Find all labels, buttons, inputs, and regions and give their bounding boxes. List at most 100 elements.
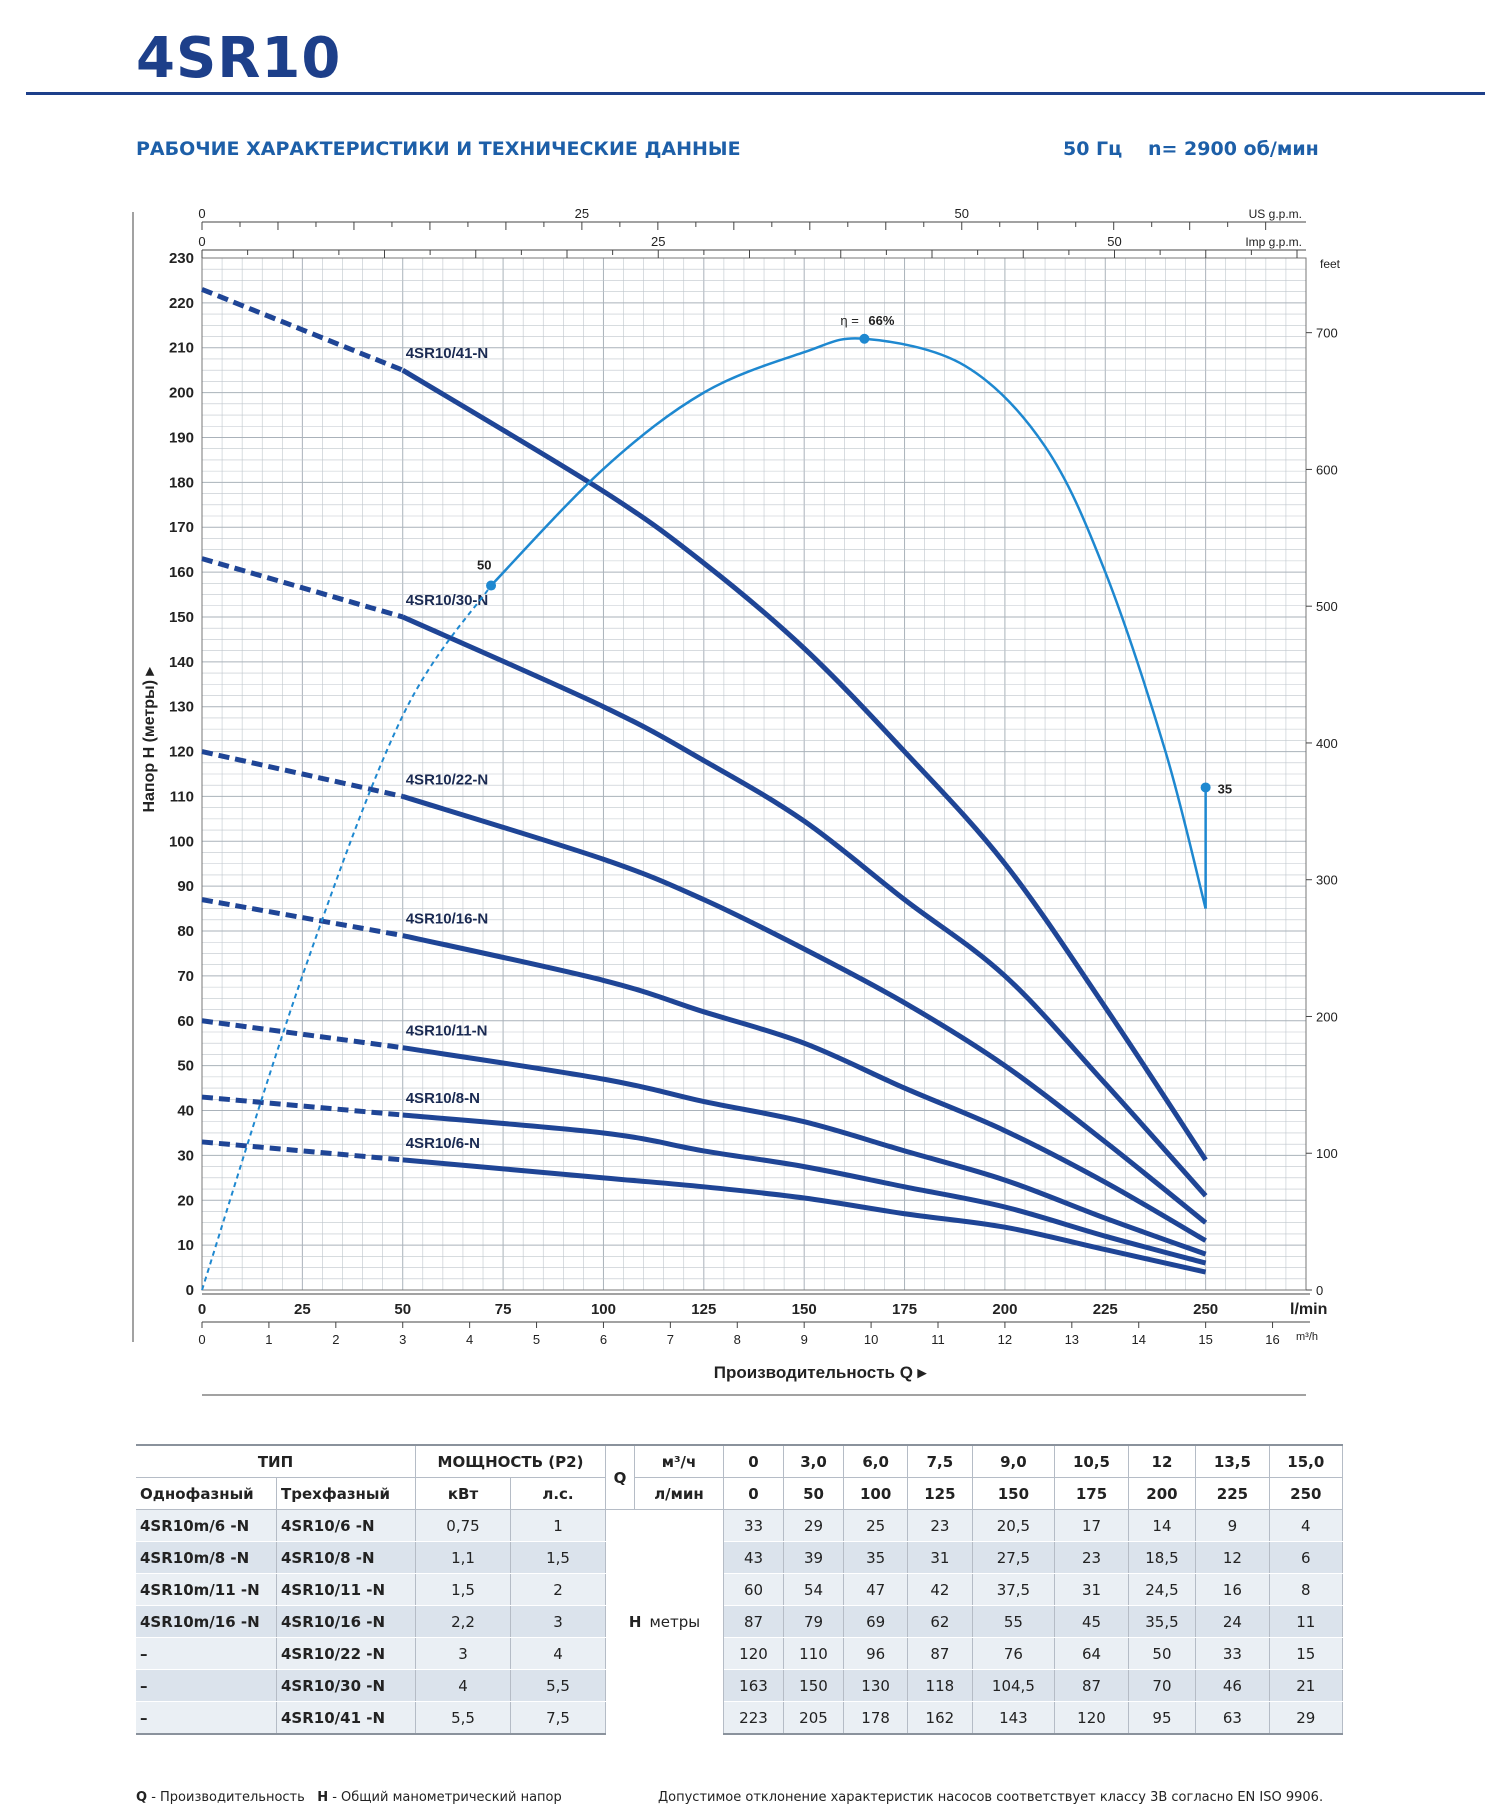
table-row: 4SR10m/11 -N 4SR10/11 -N 1,5 2 60 54 47 42 37,5 3… — [136, 1573, 1344, 1606]
q-m3h-cell: 15,0 — [1269, 1444, 1344, 1478]
q-m3h-cell: 9,0 — [972, 1444, 1056, 1478]
series-line — [402, 1045, 1207, 1257]
m3h-tick-label: 16 — [1265, 1332, 1279, 1347]
head-value: 54 — [783, 1573, 844, 1606]
q-lmin-cell: 200 — [1128, 1477, 1197, 1510]
efficiency-marker — [1200, 782, 1211, 793]
x-axis-label: Производительность Q ▸ — [714, 1363, 928, 1382]
y-tick-label: 0 — [186, 1282, 194, 1299]
q-lmin-cell: 100 — [843, 1477, 909, 1510]
power-kw: 1,5 — [415, 1573, 511, 1606]
x-tick-label: 175 — [892, 1301, 917, 1318]
q-header: Q — [605, 1444, 635, 1510]
x-tick-label: 225 — [1093, 1301, 1118, 1318]
y-tick-label: 10 — [177, 1237, 194, 1254]
footer-q-key: Q — [136, 1790, 148, 1805]
y-tick-label: 20 — [177, 1192, 194, 1209]
feet-tick-label: 300 — [1316, 873, 1338, 888]
y-tick-label: 130 — [169, 699, 194, 716]
single-phase-model: – — [136, 1669, 277, 1702]
m3h-tick-label: 13 — [1065, 1332, 1079, 1347]
head-value: 69 — [843, 1605, 909, 1638]
efficiency-eta-label: η = — [840, 313, 858, 328]
y-tick-label: 70 — [177, 968, 194, 985]
x-tick-label: 25 — [294, 1301, 311, 1318]
series-line — [401, 368, 1208, 1162]
efficiency-line — [490, 337, 1207, 909]
head-value: 76 — [972, 1637, 1056, 1670]
us-gpm-tick-label: 50 — [955, 206, 969, 221]
series-line — [402, 1157, 1207, 1275]
table-row: –4SR10/41 -N 5,5 7,5 223 205 178 162 143 120 95 63… — [136, 1701, 1344, 1735]
head-value: 16 — [1195, 1573, 1270, 1606]
head-value: 70 — [1128, 1669, 1197, 1702]
q-m3h-cell: 13,5 — [1195, 1444, 1270, 1478]
series-label: 4SR10/41-N — [406, 345, 489, 362]
imp-gpm-tick-label: 25 — [651, 234, 665, 249]
m3h-tick-label: 3 — [399, 1332, 406, 1347]
single-phase-model: – — [136, 1637, 277, 1670]
head-value: 162 — [907, 1701, 973, 1735]
head-value: 120 — [1054, 1701, 1129, 1735]
y-tick-label: 150 — [169, 609, 194, 626]
table-row: 4SR10m/16 -N 4SR10/16 -N 2,2 3 87 79 69 62 55 45 3… — [136, 1605, 1344, 1638]
performance-chart: 0102030405060708090100110120130140150160… — [132, 206, 1341, 1396]
q-m3h-cell: 0 — [723, 1444, 784, 1478]
head-value: 205 — [783, 1701, 844, 1735]
head-value: 79 — [783, 1605, 844, 1638]
y-tick-label: 110 — [170, 788, 194, 805]
head-value: 20,5 — [972, 1509, 1056, 1542]
head-value: 18,5 — [1128, 1541, 1197, 1574]
m3h-tick-label: 2 — [332, 1332, 339, 1347]
power-hp: 5,5 — [510, 1669, 606, 1702]
head-value: 4 — [1269, 1509, 1344, 1542]
power-header: МОЩНОСТЬ (P2) — [415, 1444, 606, 1478]
m3h-tick-label: 14 — [1131, 1332, 1145, 1347]
head-value: 42 — [907, 1573, 973, 1606]
series-dashed-segment — [201, 749, 404, 799]
head-value: 37,5 — [972, 1573, 1056, 1606]
efficiency-max-label: 66% — [868, 313, 894, 328]
head-value: 35,5 — [1128, 1605, 1197, 1638]
series-label: 4SR10/6-N — [406, 1135, 480, 1152]
single-phase-model: 4SR10m/16 -N — [136, 1605, 277, 1638]
q-lmin-cell: 150 — [972, 1477, 1056, 1510]
m3h-tick-label: 5 — [533, 1332, 540, 1347]
y-tick-label: 170 — [169, 519, 194, 536]
three-phase-header: Трехфазный — [276, 1477, 416, 1510]
head-value: 39 — [783, 1541, 844, 1574]
q-lmin-cell: 250 — [1269, 1477, 1344, 1510]
lmin-unit: л/мин — [634, 1477, 724, 1510]
head-value: 43 — [723, 1541, 784, 1574]
head-value: 47 — [843, 1573, 909, 1606]
single-phase-model: – — [136, 1701, 277, 1735]
head-value: 143 — [972, 1701, 1056, 1735]
feet-tick-label: 200 — [1316, 1009, 1338, 1024]
head-value: 45 — [1054, 1605, 1129, 1638]
feet-tick-label: 0 — [1316, 1283, 1323, 1298]
type-header: ТИП — [136, 1444, 416, 1478]
feet-tick-label: 400 — [1316, 736, 1338, 751]
q-lmin-cell: 50 — [783, 1477, 844, 1510]
x-tick-label: 75 — [495, 1301, 512, 1318]
kw-header: кВт — [415, 1477, 511, 1510]
head-value: 31 — [1054, 1573, 1129, 1606]
series-dashed-segment — [201, 897, 404, 938]
feet-tick-label: 700 — [1316, 326, 1338, 341]
head-value: 6 — [1269, 1541, 1344, 1574]
m3h-tick-label: 1 — [265, 1332, 272, 1347]
footer-h-key: H — [317, 1790, 329, 1805]
m3h-tick-label: 4 — [466, 1332, 473, 1347]
m3h-tick-label: 8 — [734, 1332, 741, 1347]
y-tick-label: 90 — [177, 878, 194, 895]
head-value: 8 — [1269, 1573, 1344, 1606]
head-value: 87 — [907, 1637, 973, 1670]
head-value: 29 — [1269, 1701, 1344, 1735]
y-tick-label: 40 — [177, 1103, 194, 1120]
table-row: –4SR10/30 -N 4 5,5 163 150 130 118 104,5 87 70 46 2… — [136, 1669, 1344, 1702]
three-phase-model: 4SR10/30 -N — [276, 1669, 416, 1702]
m3h-tick-label: 10 — [864, 1332, 878, 1347]
head-value: 178 — [843, 1701, 909, 1735]
head-value: 118 — [907, 1669, 973, 1702]
